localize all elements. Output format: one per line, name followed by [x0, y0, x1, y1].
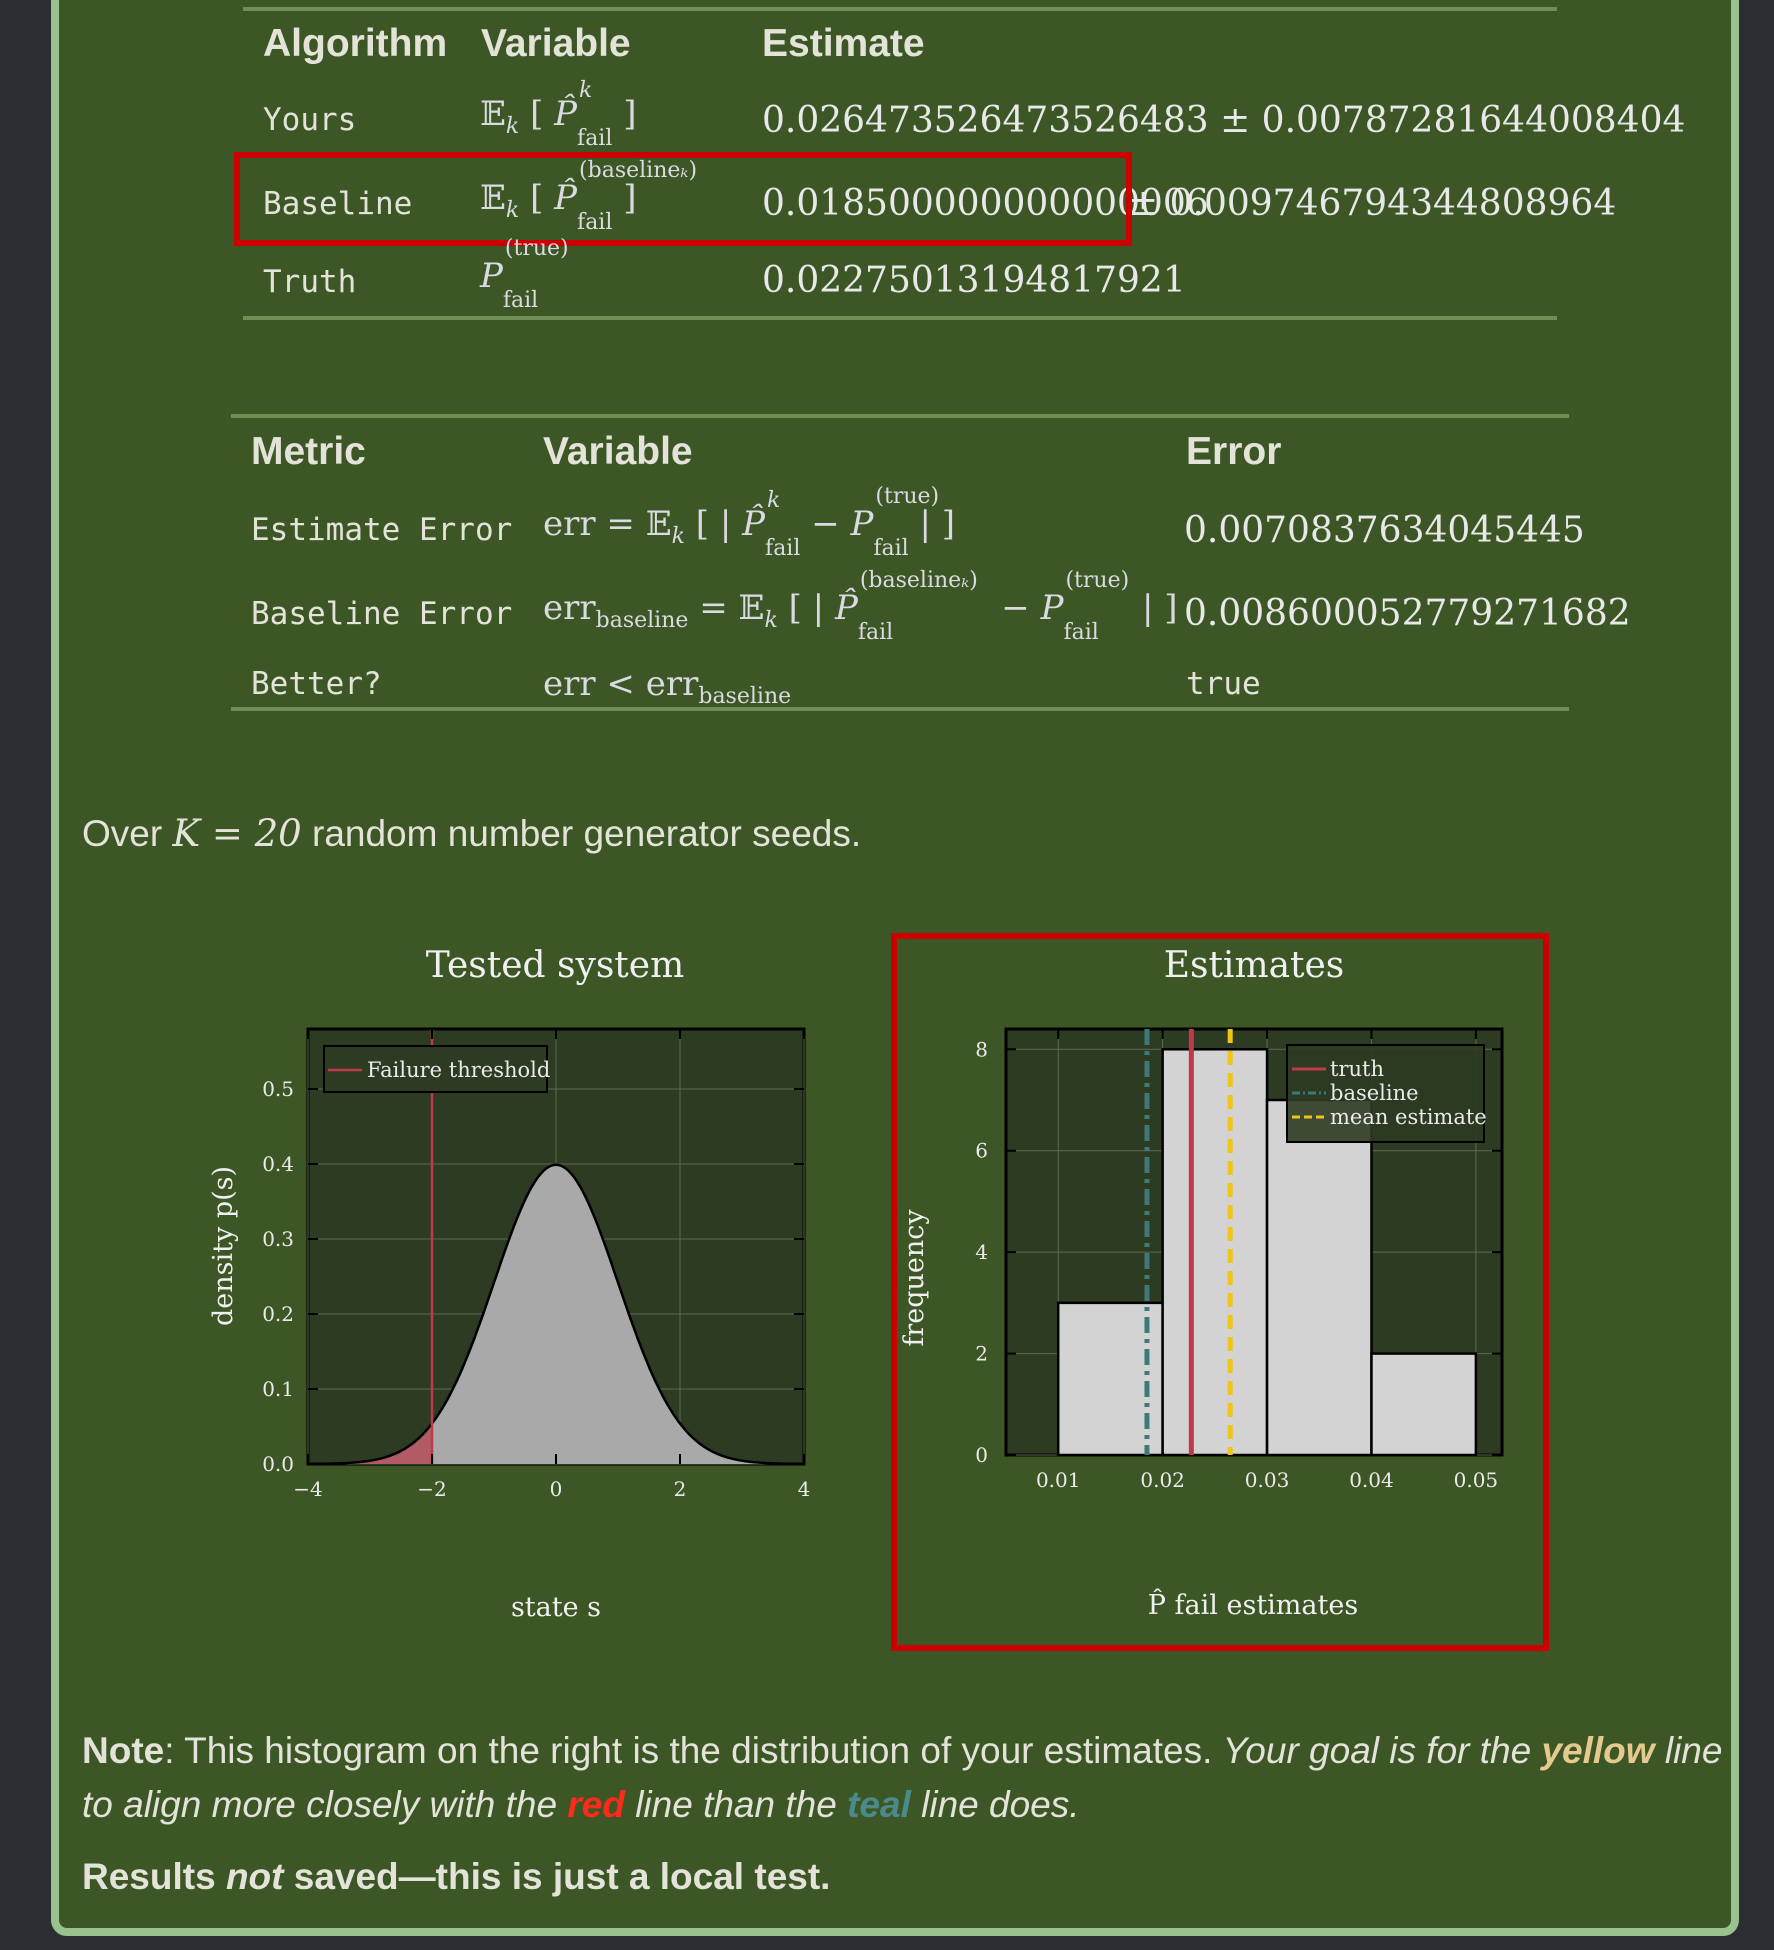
- col-header-metric-variable: Variable: [543, 430, 693, 473]
- note-text: : This histogram on the right is the dis…: [164, 1730, 1223, 1771]
- chart1-ytick-label: 0.5: [262, 1077, 294, 1101]
- metric-estimate-error: Estimate Error: [251, 512, 513, 548]
- variable-baseline-formula: 𝔼k [ P̂ (baselineₖ) fail ]: [480, 158, 698, 235]
- better-formula: err < errbaseline: [543, 664, 792, 709]
- chart1-density-curve: [308, 1163, 804, 1466]
- col-header-algorithm: Algorithm: [263, 22, 448, 65]
- note-line-2: to align more closely with the red line …: [82, 1784, 1080, 1826]
- chart1-legend-label: Failure threshold: [367, 1058, 550, 1082]
- error-estimate: 0.0070837634045445: [1184, 510, 1585, 551]
- error-baseline: 0.008600052779271682: [1184, 593, 1631, 634]
- baseline-error-formula: errbaseline = 𝔼k [ | P̂ (baselineₖ) fail −…: [543, 568, 1178, 645]
- metrics-bottom-rule: [231, 707, 1569, 711]
- results-prefix: Results: [82, 1856, 226, 1897]
- chart1-title: Tested system: [426, 945, 684, 986]
- chart2-xtick-label: 0.03: [1245, 1468, 1290, 1492]
- chart1-failure-region: [308, 1423, 432, 1464]
- chart1-xtick-label: 4: [798, 1477, 811, 1501]
- baseline-highlight-box: [234, 152, 1132, 246]
- note-label: Note: [82, 1730, 165, 1771]
- chart2-xtick-label: 0.04: [1349, 1468, 1394, 1492]
- note-italic-2: line: [1654, 1730, 1723, 1771]
- results-status: Results not saved—this is just a local t…: [82, 1856, 830, 1898]
- note-italic-4: line than the: [624, 1784, 848, 1825]
- results-suffix: saved—this is just a local test.: [283, 1856, 831, 1897]
- note-italic-1: Your goal is for the: [1222, 1730, 1542, 1771]
- better-value: true: [1186, 666, 1261, 702]
- col-header-metric: Metric: [251, 430, 366, 473]
- col-header-error: Error: [1186, 430, 1282, 473]
- chart1-xtick-label: −2: [417, 1477, 446, 1501]
- tested-system-chart: Tested system −4 −2 0 2 40.00.10.20.30.40.5 …: [208, 945, 810, 1623]
- note-line-1: Note: This histogram on the right is the…: [82, 1730, 1722, 1772]
- metrics-top-rule: [231, 414, 1569, 418]
- legend-mean-label: mean estimate: [1330, 1105, 1487, 1129]
- legend-baseline-label: baseline: [1330, 1081, 1419, 1105]
- seeds-prefix: Over: [82, 813, 173, 854]
- estimate-error-formula: err = 𝔼k [ | P̂ k fail − P (true) fail | ]: [543, 484, 956, 561]
- chart2-ytick-label: 8: [975, 1037, 988, 1061]
- chart1-ytick-label: 0.0: [262, 1452, 294, 1476]
- chart1-xlabel: state s: [511, 1592, 601, 1623]
- chart2-xtick-label: 0.01: [1036, 1468, 1081, 1492]
- chart2-ytick-label: 2: [975, 1342, 988, 1366]
- chart2-xtick-label: 0.05: [1454, 1468, 1499, 1492]
- chart1-ytick-label: 0.3: [262, 1227, 294, 1251]
- note-yellow-word: yellow: [1541, 1730, 1655, 1771]
- col-header-variable: Variable: [481, 22, 631, 65]
- chart1-xtick-label: 0: [550, 1477, 563, 1501]
- estimates-chart: Estimates 0.01 0.02 0.03 0.04 0.05 0 2 4 6 8 trut…: [891, 933, 1549, 1651]
- algorithm-truth: Truth: [263, 264, 357, 300]
- chart1-ytick-label: 0.4: [262, 1152, 294, 1176]
- algorithm-baseline: Baseline: [263, 186, 413, 222]
- chart2-ylabel: frequency: [899, 1209, 930, 1347]
- chart1-ticks: −4 −2 0 2 4 0.0 0.1 0.2 0.3 0.4 0.5: [262, 1029, 810, 1501]
- estimate-baseline-value: 0.018500000000000006: [762, 183, 1209, 224]
- estimate-baseline-pm: ± 0.009746794344808964: [1128, 183, 1617, 224]
- estimates-highlight-box: [891, 933, 1549, 1651]
- chart2-xlabel: P̂ fail estimates: [1148, 1588, 1358, 1621]
- chart2-legend: [1286, 1044, 1485, 1143]
- variable-truth-formula: P (true) fail: [480, 236, 569, 313]
- note-teal-word: teal: [847, 1784, 911, 1825]
- metric-baseline-error: Baseline Error: [251, 596, 513, 632]
- chart1-xtick-label: −4: [293, 1477, 322, 1501]
- chart2-xtick-label: 0.02: [1140, 1468, 1185, 1492]
- chart2-title: Estimates: [1164, 945, 1345, 986]
- chart2-ytick-label: 6: [975, 1139, 988, 1163]
- seeds-suffix: random number generator seeds.: [301, 813, 862, 854]
- chart2-bars: [1056, 1048, 1478, 1457]
- note-italic-5: line does.: [910, 1784, 1080, 1825]
- histogram-bar: [1265, 1098, 1373, 1457]
- note-red-word: red: [567, 1784, 625, 1825]
- col-header-estimate: Estimate: [762, 22, 925, 65]
- histogram-bar: [1161, 1048, 1269, 1457]
- chart1-ytick-label: 0.2: [262, 1302, 294, 1326]
- histogram-bar: [1370, 1352, 1478, 1457]
- results-not: not: [225, 1856, 284, 1897]
- table-top-rule: [243, 7, 1557, 11]
- chart2-ytick-label: 0: [975, 1443, 988, 1467]
- seeds-sentence: Over K = 20 random number generator seed…: [82, 812, 861, 855]
- chart2-ticks: 0.01 0.02 0.03 0.04 0.05 0 2 4 6 8: [975, 1029, 1502, 1492]
- algorithm-yours: Yours: [263, 102, 357, 138]
- note-italic-3: to align more closely with the: [82, 1784, 568, 1825]
- chart1-density-area: [308, 1164, 804, 1464]
- estimate-truth: 0.02275013194817921: [762, 260, 1186, 301]
- metric-better: Better?: [251, 666, 382, 702]
- estimate-yours: 0.026473526473526483 ± 0.007872816440084…: [762, 100, 1686, 141]
- variable-yours-formula: 𝔼k [ P̂ k fail ]: [480, 78, 637, 151]
- table-bottom-rule: [243, 316, 1557, 320]
- chart1-ytick-label: 0.1: [262, 1377, 294, 1401]
- chart1-xtick-label: 2: [674, 1477, 687, 1501]
- seeds-math: K = 20: [172, 812, 302, 855]
- legend-truth-label: truth: [1330, 1057, 1384, 1081]
- chart1-ylabel: density p(s): [208, 1166, 239, 1326]
- chart2-ytick-label: 4: [975, 1240, 988, 1264]
